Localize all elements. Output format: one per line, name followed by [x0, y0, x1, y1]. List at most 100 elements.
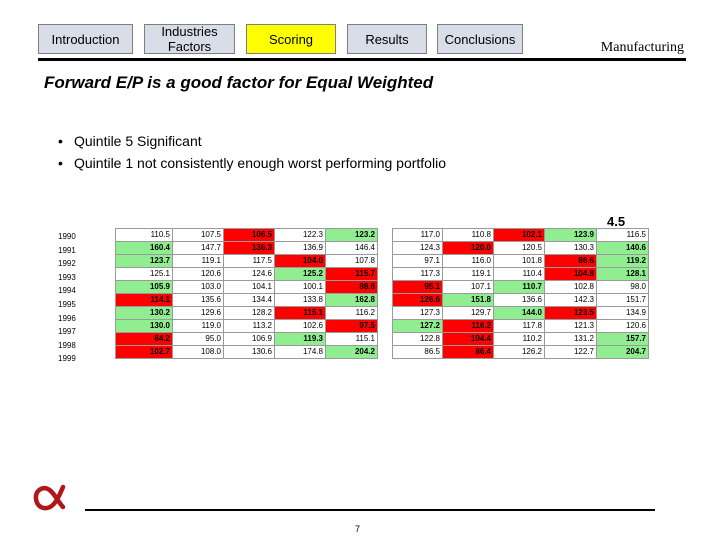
table-cell: 123.5 [544, 306, 597, 320]
table-cell: 133.8 [274, 293, 326, 307]
table-cell: 142.3 [544, 293, 597, 307]
table-cell: 120.0 [442, 241, 494, 255]
table-cell: 110.4 [493, 267, 545, 281]
table-cell: 88.6 [325, 280, 378, 294]
year-label: 1999 [58, 354, 76, 364]
table-cell: 97.1 [392, 254, 443, 268]
header-divider [38, 58, 686, 61]
tab-introduction[interactable]: Introduction [38, 24, 133, 54]
bullet-dot-icon: • [58, 133, 63, 149]
table-row: 160.4 147.7 136.3 136.9 146.4 [115, 241, 378, 255]
table-cell: 125.2 [274, 267, 326, 281]
table-row: 86.5 86.4 126.2 122.7 204.7 [392, 345, 649, 359]
table-cell: 121.3 [544, 319, 597, 333]
tab-conclusions[interactable]: Conclusions [437, 24, 523, 54]
table-cell: 130.3 [544, 241, 597, 255]
table-cell: 124.6 [223, 267, 275, 281]
bullet-text: Quintile 5 Significant [74, 133, 202, 149]
table-cell: 126.2 [493, 345, 545, 359]
table-row: 110.5 107.5 106.5 122.3 123.2 [115, 228, 378, 242]
table-cell: 131.2 [544, 332, 597, 346]
table-cell: 140.6 [596, 241, 649, 255]
table-cell: 117.3 [392, 267, 443, 281]
table-cell: 127.3 [392, 306, 443, 320]
page-title: Forward E/P is a good factor for Equal W… [44, 73, 434, 92]
table-cell: 106.5 [223, 228, 275, 242]
table-cell: 144.0 [493, 306, 545, 320]
year-label: 1992 [58, 259, 76, 269]
table-cell: 97.5 [325, 319, 378, 333]
table-cell: 110.5 [115, 228, 173, 242]
table-cell: 104.1 [223, 280, 275, 294]
table-cell: 103.0 [172, 280, 224, 294]
footer-divider [85, 509, 655, 511]
table-cell: 110.7 [493, 280, 545, 294]
table-cell: 119.1 [172, 254, 224, 268]
table-row: 130.0 119.0 113.2 102.6 97.5 [115, 319, 378, 333]
year-label: 1997 [58, 327, 76, 337]
table-cell: 136.3 [223, 241, 275, 255]
year-label: 1991 [58, 245, 76, 255]
tab-scoring[interactable]: Scoring [246, 24, 336, 54]
note-value: 4.5 [607, 214, 626, 229]
table-cell: 100.1 [274, 280, 326, 294]
table-cell: 115.1 [274, 306, 326, 320]
table-row: 117.3 119.1 110.4 104.8 128.1 [392, 267, 649, 281]
table-cell: 146.4 [325, 241, 378, 255]
table-cell: 204.2 [325, 345, 378, 359]
table-cell: 117.8 [493, 319, 545, 333]
table-cell: 110.2 [493, 332, 545, 346]
year-label: 1998 [58, 340, 76, 350]
table-cell: 134.9 [596, 306, 649, 320]
table-cell: 104.8 [544, 267, 597, 281]
tab-label: Results [365, 31, 409, 47]
bullet-dot-icon: • [58, 155, 63, 171]
table-cell: 120.5 [493, 241, 545, 255]
table-cell: 136.9 [274, 241, 326, 255]
table-cell: 124.3 [392, 241, 443, 255]
tab-label: Scoring [268, 31, 314, 47]
table-cell: 117.5 [223, 254, 275, 268]
table-row: 102.7 108.0 130.6 174.8 204.2 [115, 345, 378, 359]
bullet-item: • Quintile 1 not consistently enough wor… [58, 152, 446, 174]
table-row: 124.3 120.0 120.5 130.3 140.6 [392, 241, 649, 255]
table-cell: 117.0 [392, 228, 443, 242]
table-cell: 106.9 [223, 332, 275, 346]
table-row: 84.2 95.0 106.9 119.3 115.1 [115, 332, 378, 346]
table-cell: 86.6 [544, 254, 597, 268]
table-cell: 104.0 [274, 254, 326, 268]
alpha-logo-icon [33, 484, 66, 511]
table-cell: 95.1 [392, 280, 443, 294]
table-cell: 125.1 [115, 267, 173, 281]
table-row: 114.1 135.6 134.4 133.8 162.8 [115, 293, 378, 307]
table-row: 117.0 110.8 102.1 123.9 116.5 [392, 228, 649, 242]
table-cell: 122.8 [392, 332, 443, 346]
table-cell: 116.2 [442, 319, 494, 333]
year-label: 1994 [58, 286, 76, 296]
table-cell: 119.2 [596, 254, 649, 268]
table-cell: 122.3 [274, 228, 326, 242]
table-cell: 102.6 [274, 319, 326, 333]
table-cell: 130.2 [115, 306, 173, 320]
tab-label: Introduction [51, 31, 120, 47]
table-cell: 116.5 [596, 228, 649, 242]
table-cell: 116.2 [325, 306, 378, 320]
tab-results[interactable]: Results [347, 24, 427, 54]
table-cell: 123.2 [325, 228, 378, 242]
table-cell: 120.6 [172, 267, 224, 281]
table-cell: 115.1 [325, 332, 378, 346]
table-cell: 123.9 [544, 228, 597, 242]
table-cell: 134.4 [223, 293, 275, 307]
tab-industries-factors[interactable]: Industries Factors [144, 24, 235, 54]
tab-label: Industries Factors [161, 24, 218, 54]
section-label: Manufacturing [600, 40, 684, 55]
table-cell: 104.4 [442, 332, 494, 346]
quintile-table-equal-weighted: 110.5 107.5 106.5 122.3 123.2 160.4 147.7 136.3… [115, 228, 378, 359]
bullet-list: • Quintile 5 Significant • Quintile 1 no… [58, 130, 446, 174]
table-cell: 115.7 [325, 267, 378, 281]
table-cell: 126.6 [392, 293, 443, 307]
table-row: 126.6 151.8 136.6 142.3 151.7 [392, 293, 649, 307]
quintile-table-second: 117.0 110.8 102.1 123.9 116.5 124.3 120.0 120.5… [392, 228, 649, 359]
table-cell: 151.7 [596, 293, 649, 307]
table-cell: 84.2 [115, 332, 173, 346]
